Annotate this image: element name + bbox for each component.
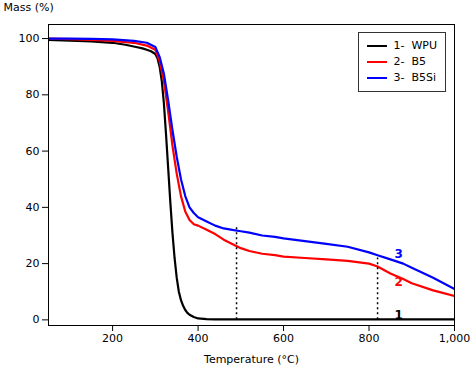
svg-text:80: 80 [26, 88, 40, 101]
svg-text:100: 100 [19, 32, 40, 45]
svg-text:40: 40 [26, 201, 40, 214]
svg-text:60: 60 [26, 145, 40, 158]
svg-text:1: 1 [395, 308, 403, 322]
svg-text:0: 0 [33, 313, 40, 326]
svg-text:800: 800 [359, 332, 380, 345]
svg-text:20: 20 [26, 257, 40, 270]
svg-text:200: 200 [102, 332, 123, 345]
html-text:2- B5: 2- B5 [393, 55, 426, 68]
svg-text:2: 2 [395, 275, 403, 289]
html-text:3- B5Si: 3- B5Si [393, 71, 436, 84]
svg-text:3: 3 [395, 247, 403, 261]
svg-text:1,000: 1,000 [439, 332, 471, 345]
html-text:1- WPU: 1- WPU [393, 39, 437, 52]
svg-text:600: 600 [273, 332, 294, 345]
svg-text:Temperature (°C): Temperature (°C) [203, 353, 299, 366]
svg-text:Mass (%): Mass (%) [4, 1, 54, 14]
svg-text:400: 400 [188, 332, 209, 345]
